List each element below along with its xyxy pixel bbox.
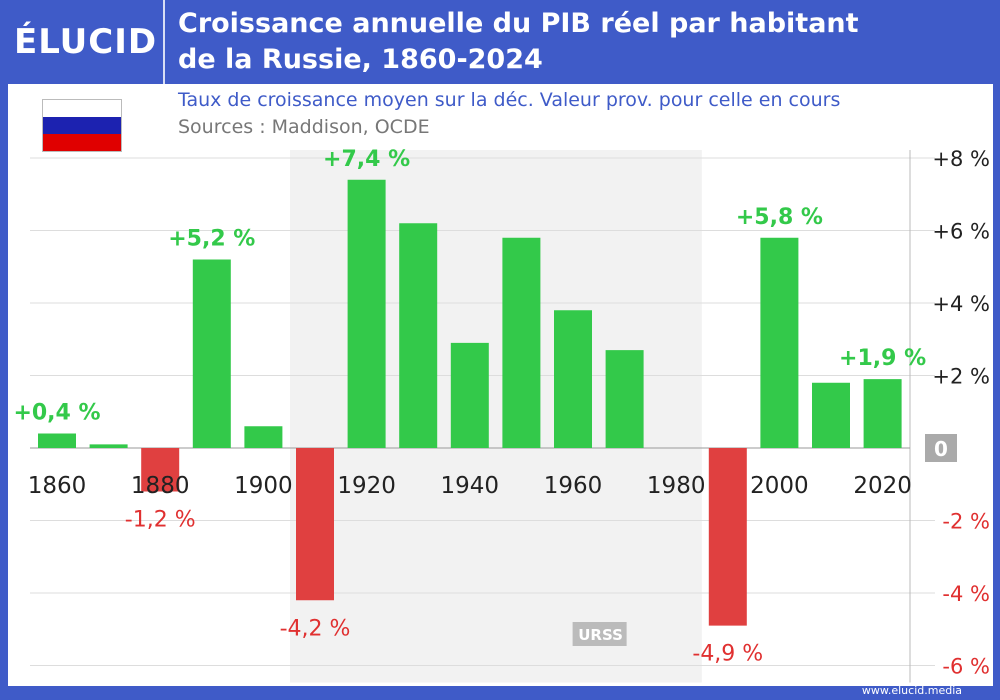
data-label-1860: +0,4 % <box>13 401 100 426</box>
y-tick-label: +2 % <box>932 365 990 389</box>
x-tick-label: 1900 <box>234 473 293 499</box>
data-label-1990: -4,9 % <box>692 642 763 667</box>
y-tick-label: +6 % <box>932 220 990 244</box>
y-tick-label: 0 <box>934 437 948 461</box>
x-tick-label: 2000 <box>750 473 809 499</box>
bar-1910 <box>296 448 334 601</box>
chart-subtitle: Taux de croissance moyen sur la déc. Val… <box>178 89 841 111</box>
chart-title: Croissance annuelle du PIB réel par habi… <box>178 6 859 78</box>
zero-label-box <box>925 434 957 462</box>
x-tick-label: 1860 <box>28 473 87 499</box>
x-tick-label: 1960 <box>544 473 603 499</box>
data-label-1890: +5,2 % <box>168 227 255 252</box>
title-line-2: de la Russie, 1860-2024 <box>178 44 543 75</box>
data-label-1880: -1,2 % <box>125 508 196 533</box>
footer-url[interactable]: www.elucid.media <box>861 684 962 697</box>
elucid-logo: ÉLUCID <box>14 22 158 62</box>
bar-1960 <box>554 310 592 448</box>
data-label-2020: +1,9 % <box>839 346 926 371</box>
bar-1890 <box>192 259 231 448</box>
urss-label-box <box>572 622 627 646</box>
bar-1950 <box>502 237 541 448</box>
data-label-1910: -4,2 % <box>280 616 351 641</box>
data-label-1920: +7,4 % <box>323 147 410 172</box>
x-tick-label: 1920 <box>337 473 396 499</box>
x-tick-label: 1980 <box>647 473 706 499</box>
data-label-2000: +5,8 % <box>736 205 823 230</box>
bar-1860 <box>38 433 76 448</box>
bar-1900 <box>244 426 283 448</box>
bar-1920 <box>347 179 386 448</box>
bar-1870 <box>89 444 128 448</box>
x-tick-label: 1940 <box>441 473 500 499</box>
bar-1970 <box>605 350 644 448</box>
y-tick-label: -4 % <box>942 582 990 606</box>
x-tick-label: 1880 <box>131 473 190 499</box>
russia-flag-icon <box>42 99 122 152</box>
bar-2010 <box>812 382 850 448</box>
y-tick-label: -2 % <box>942 510 990 534</box>
y-tick-label: +8 % <box>932 147 990 171</box>
bar-2000 <box>760 237 799 448</box>
bar-1940 <box>450 342 489 448</box>
bar-1930 <box>399 223 438 448</box>
title-line-1: Croissance annuelle du PIB réel par habi… <box>178 8 859 39</box>
y-tick-label: -6 % <box>942 655 990 679</box>
x-tick-label: 2020 <box>853 473 912 499</box>
header-divider <box>163 0 165 84</box>
y-tick-label: +4 % <box>932 292 990 316</box>
header: ÉLUCID Croissance annuelle du PIB réel p… <box>0 0 1000 84</box>
bar-2020 <box>863 379 902 448</box>
bar-1990 <box>708 448 747 626</box>
bar-1880 <box>141 448 180 492</box>
chart-sources: Sources : Maddison, OCDE <box>178 116 430 138</box>
urss-label: URSS <box>578 626 623 644</box>
